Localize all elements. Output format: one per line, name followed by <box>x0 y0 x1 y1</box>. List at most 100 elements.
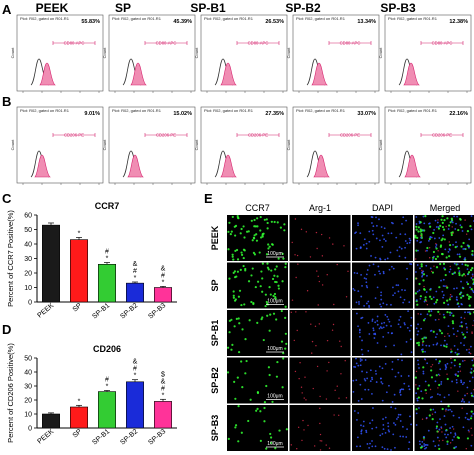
cell-signal <box>464 416 467 419</box>
cell-signal <box>447 409 450 411</box>
tile-background <box>414 357 474 404</box>
cell-signal <box>430 297 433 301</box>
significance-mark: $ <box>161 371 165 378</box>
stained-histogram <box>127 154 144 178</box>
significance-mark: * <box>106 256 109 263</box>
cell-signal <box>399 388 402 391</box>
cell-signal <box>432 440 435 443</box>
bar <box>98 263 116 303</box>
cell-signal <box>430 236 433 239</box>
cell-signal <box>375 372 377 375</box>
cell-signal <box>468 238 471 241</box>
y-axis-label: Count <box>10 139 15 151</box>
cell-signal <box>328 447 331 449</box>
cell-signal <box>282 257 285 260</box>
cell-signal <box>458 255 462 258</box>
cell-signal <box>378 327 381 330</box>
cell-signal <box>470 277 473 279</box>
cell-signal <box>265 218 268 221</box>
cell-signal <box>449 431 452 434</box>
cell-signal <box>372 263 375 266</box>
cell-signal <box>451 221 454 224</box>
cell-signal <box>407 385 410 388</box>
cell-signal <box>274 447 277 450</box>
cell-signal <box>381 234 384 237</box>
plot-header: Plot: R02, gated on R01.R1 <box>112 16 162 21</box>
plot-header: Plot: R02, gated on R01.R1 <box>296 108 346 113</box>
cell-signal <box>459 325 461 328</box>
cell-signal <box>448 311 452 314</box>
cell-signal <box>439 418 441 421</box>
micro-image-tile <box>414 357 474 404</box>
cell-signal <box>252 236 255 239</box>
cell-signal <box>234 424 238 427</box>
cell-signal <box>404 256 407 259</box>
cell-signal <box>467 245 471 248</box>
scale-bar-label: 100μm <box>267 299 282 305</box>
cell-signal <box>448 241 451 243</box>
cell-signal <box>470 392 473 395</box>
cell-signal <box>374 297 377 300</box>
cell-signal <box>384 431 387 434</box>
cell-signal <box>449 314 452 317</box>
cell-signal <box>376 320 379 322</box>
cell-signal <box>389 251 392 254</box>
cell-signal <box>441 252 444 256</box>
cell-signal <box>277 257 280 260</box>
cell-signal <box>466 293 469 296</box>
micro-column-header: Merged <box>430 203 461 213</box>
cell-signal <box>444 248 447 251</box>
cell-signal <box>352 288 355 290</box>
significance-mark: # <box>105 249 109 256</box>
cell-signal <box>239 268 242 272</box>
gate-label: CD80-APC <box>248 41 269 46</box>
cell-signal <box>418 289 421 292</box>
cell-signal <box>443 267 445 269</box>
cell-signal <box>382 428 385 431</box>
micro-image-tile <box>414 405 474 451</box>
cell-signal <box>440 383 443 385</box>
cell-signal <box>434 380 437 383</box>
cell-signal <box>261 277 264 280</box>
cell-signal <box>449 427 451 429</box>
cell-signal <box>418 220 421 223</box>
y-tick-label: 10 <box>24 412 32 419</box>
micro-column-header: CCR7 <box>245 203 270 213</box>
cell-signal <box>374 273 376 276</box>
cell-signal <box>359 364 362 367</box>
cell-signal <box>395 284 398 287</box>
cell-signal <box>464 394 466 397</box>
cell-signal <box>431 413 434 415</box>
cell-signal <box>446 440 449 443</box>
cell-signal <box>336 385 338 387</box>
cell-signal <box>422 340 425 343</box>
stained-histogram <box>313 154 330 178</box>
cell-signal <box>243 303 246 306</box>
cell-signal <box>420 263 423 266</box>
stained-histogram <box>404 154 421 178</box>
cell-signal <box>386 448 389 451</box>
cell-signal <box>310 323 312 325</box>
cell-signal <box>430 329 433 332</box>
cell-signal <box>471 254 474 257</box>
cell-signal <box>428 247 431 249</box>
cell-signal <box>234 224 238 227</box>
cell-signal <box>386 257 389 260</box>
cell-signal <box>260 270 263 273</box>
cell-signal <box>466 386 469 389</box>
cell-signal <box>244 372 247 375</box>
cell-signal <box>259 439 262 443</box>
cell-signal <box>317 304 319 306</box>
cell-signal <box>422 370 425 373</box>
y-tick-label: 20 <box>24 398 32 405</box>
cell-signal <box>435 425 439 428</box>
cell-signal <box>236 258 240 261</box>
cell-signal <box>368 240 371 243</box>
cell-signal <box>359 246 362 249</box>
cell-signal <box>458 416 461 419</box>
cell-signal <box>449 293 452 296</box>
cell-signal <box>276 275 279 278</box>
cell-signal <box>358 329 361 332</box>
cell-signal <box>458 271 461 275</box>
cell-signal <box>417 226 420 229</box>
